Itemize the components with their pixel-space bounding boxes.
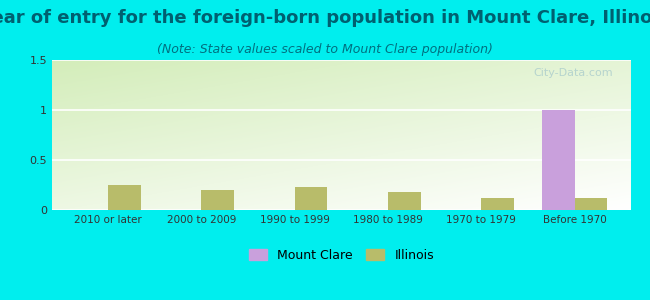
- Bar: [202, 190, 234, 210]
- Text: Year of entry for the foreign-born population in Mount Clare, Illinois: Year of entry for the foreign-born popul…: [0, 9, 650, 27]
- Bar: [388, 192, 421, 210]
- Bar: [575, 198, 607, 210]
- Bar: [108, 185, 140, 210]
- Text: (Note: State values scaled to Mount Clare population): (Note: State values scaled to Mount Clar…: [157, 44, 493, 56]
- Bar: [542, 110, 575, 210]
- Bar: [294, 187, 327, 210]
- Bar: [481, 198, 514, 210]
- Legend: Mount Clare, Illinois: Mount Clare, Illinois: [244, 244, 439, 267]
- Text: City-Data.com: City-Data.com: [534, 68, 613, 77]
